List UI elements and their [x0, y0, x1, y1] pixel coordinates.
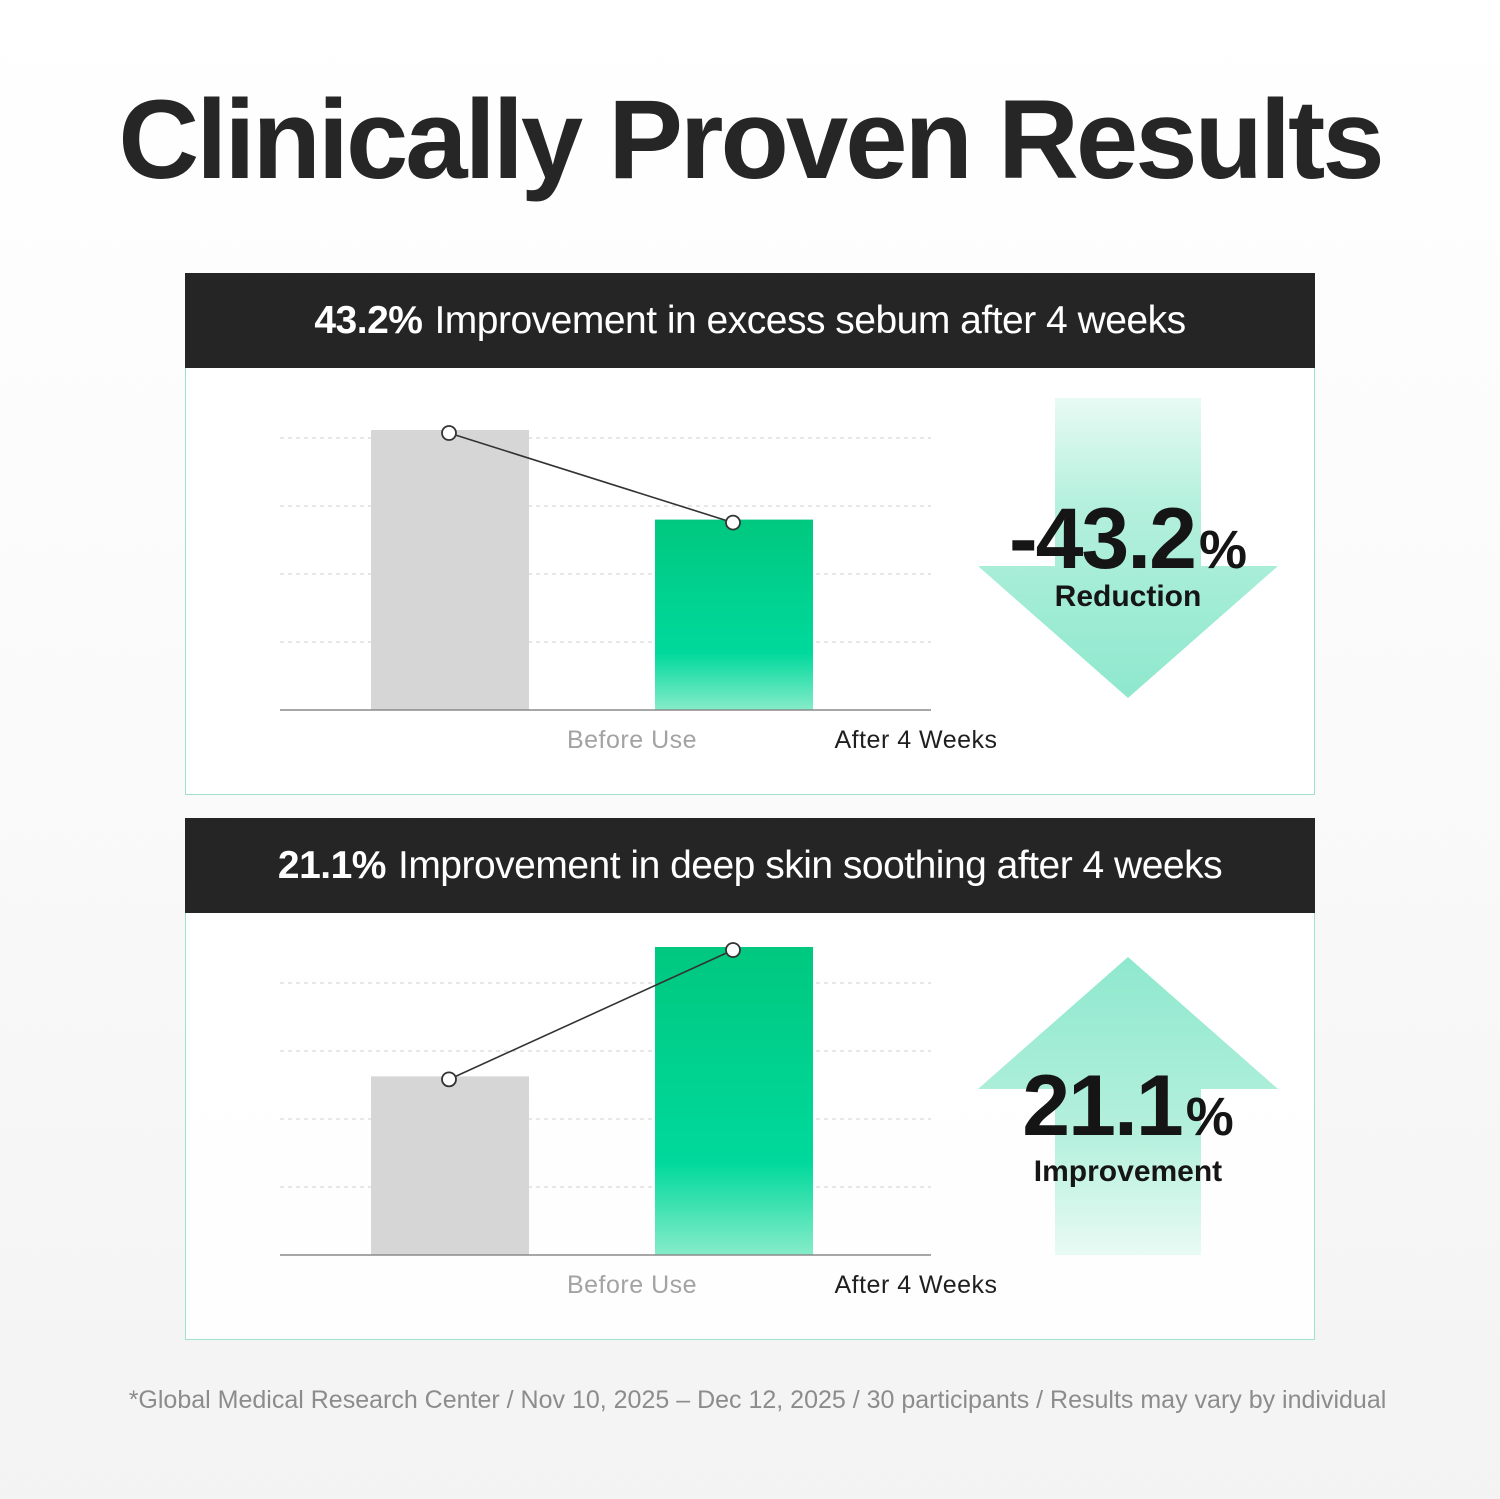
reduction-value: -43.2%	[928, 496, 1328, 582]
category-label-after: After 4 Weeks	[834, 726, 998, 754]
bar-before-use	[371, 430, 529, 710]
trend-point	[441, 1071, 457, 1088]
trend-line	[448, 432, 734, 524]
stat-number: 21.1	[1022, 1058, 1183, 1154]
soothing-bar-chart	[280, 942, 931, 1256]
up-arrow-icon	[978, 957, 1278, 1255]
footnote: *Global Medical Research Center / Nov 10…	[128, 1386, 1387, 1414]
stat-unit: %	[1199, 520, 1248, 580]
trend-point	[725, 514, 741, 531]
trend-point	[441, 425, 457, 441]
bar-before-use	[371, 1076, 529, 1255]
stat-number: -43.2	[1008, 491, 1197, 587]
category-label-after: After 4 Weeks	[834, 1271, 998, 1299]
trend-line	[448, 949, 734, 1081]
panel-header: 43.2% Improvement in excess sebum after …	[185, 273, 1315, 368]
sebum-panel: 43.2% Improvement in excess sebum after …	[185, 273, 1315, 795]
category-label-before: Before Use	[566, 726, 698, 754]
header-text: Improvement in deep skin soothing after …	[397, 843, 1223, 887]
improvement-value: 21.1%	[928, 1063, 1328, 1149]
sebum-bar-chart	[280, 425, 931, 711]
bar-after-4-weeks	[655, 947, 813, 1255]
down-arrow-icon	[978, 398, 1278, 698]
panel-header: 21.1% Improvement in deep skin soothing …	[185, 818, 1315, 913]
bar-after-4-weeks	[655, 519, 813, 710]
panel-body: Before Use After 4 Weeks -43.2% Reductio…	[185, 368, 1315, 795]
stat-unit: %	[1185, 1087, 1234, 1147]
soothing-panel: 21.1% Improvement in deep skin soothing …	[185, 818, 1315, 1340]
trend-point	[725, 942, 741, 958]
header-text: Improvement in excess sebum after 4 week…	[434, 298, 1186, 342]
category-label-before: Before Use	[566, 1271, 698, 1299]
improvement-label: Improvement	[1033, 1155, 1223, 1188]
reduction-label: Reduction	[1054, 580, 1202, 613]
panel-body: Before Use After 4 Weeks 21.1% Improveme…	[185, 913, 1315, 1340]
header-percent: 21.1%	[277, 843, 387, 887]
header-percent: 43.2%	[314, 298, 423, 342]
page-title: Clinically Proven Results	[118, 77, 1384, 202]
